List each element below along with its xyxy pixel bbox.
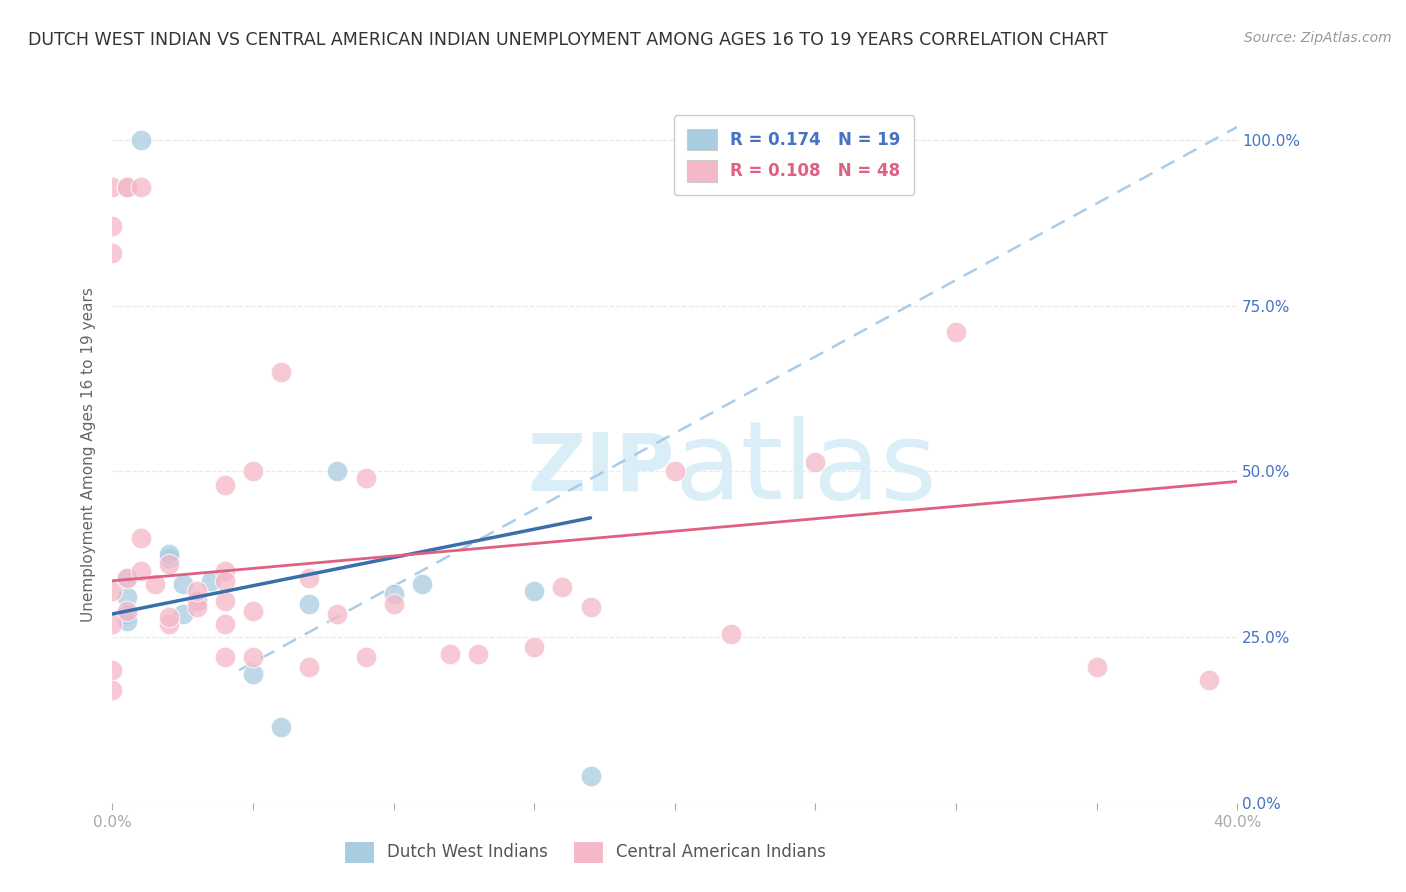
Point [186, 600, 208, 615]
Point [157, 558, 180, 572]
Point [101, 616, 124, 631]
Point [157, 610, 180, 624]
Point [551, 581, 574, 595]
Point [157, 616, 180, 631]
Point [523, 583, 546, 598]
Point [298, 660, 321, 674]
Point [523, 640, 546, 654]
Point [326, 607, 349, 621]
Point [129, 133, 152, 147]
Point [579, 600, 602, 615]
Point [186, 583, 208, 598]
Point [200, 574, 222, 588]
Point [101, 583, 124, 598]
Point [242, 650, 264, 665]
Point [945, 326, 967, 340]
Point [720, 627, 742, 641]
Point [382, 597, 405, 611]
Point [115, 604, 138, 618]
Point [270, 365, 292, 379]
Point [129, 531, 152, 545]
Point [326, 465, 349, 479]
Text: atlas: atlas [675, 416, 938, 522]
Point [214, 574, 236, 588]
Point [382, 587, 405, 601]
Point [115, 614, 138, 628]
Point [172, 607, 194, 621]
Text: Source: ZipAtlas.com: Source: ZipAtlas.com [1244, 31, 1392, 45]
Point [214, 564, 236, 578]
Point [186, 593, 208, 607]
Point [115, 179, 138, 194]
Point [143, 577, 166, 591]
Point [298, 597, 321, 611]
Point [214, 593, 236, 607]
Point [411, 577, 433, 591]
Point [115, 570, 138, 584]
Point [101, 663, 124, 677]
Point [115, 591, 138, 605]
Text: ZIP: ZIP [527, 430, 675, 508]
Point [242, 666, 264, 681]
Point [129, 564, 152, 578]
Text: DUTCH WEST INDIAN VS CENTRAL AMERICAN INDIAN UNEMPLOYMENT AMONG AGES 16 TO 19 YE: DUTCH WEST INDIAN VS CENTRAL AMERICAN IN… [28, 31, 1108, 49]
Point [157, 547, 180, 561]
Point [101, 219, 124, 234]
Point [186, 593, 208, 607]
Point [804, 454, 827, 468]
Point [1085, 660, 1108, 674]
Point [214, 477, 236, 491]
Point [439, 647, 461, 661]
Y-axis label: Unemployment Among Ages 16 to 19 years: Unemployment Among Ages 16 to 19 years [80, 287, 96, 623]
Point [270, 720, 292, 734]
Point [467, 647, 489, 661]
Point [115, 179, 138, 194]
Point [354, 650, 377, 665]
Point [172, 577, 194, 591]
Point [298, 570, 321, 584]
Point [129, 179, 152, 194]
Point [214, 650, 236, 665]
Point [101, 245, 124, 260]
Point [242, 465, 264, 479]
Point [1198, 673, 1220, 688]
Point [242, 604, 264, 618]
Point [101, 179, 124, 194]
Point [157, 550, 180, 565]
Legend: Dutch West Indians, Central American Indians: Dutch West Indians, Central American Ind… [336, 833, 834, 871]
Point [214, 616, 236, 631]
Point [115, 607, 138, 621]
Point [579, 769, 602, 783]
Point [101, 683, 124, 698]
Point [664, 465, 686, 479]
Point [354, 471, 377, 485]
Point [115, 570, 138, 584]
